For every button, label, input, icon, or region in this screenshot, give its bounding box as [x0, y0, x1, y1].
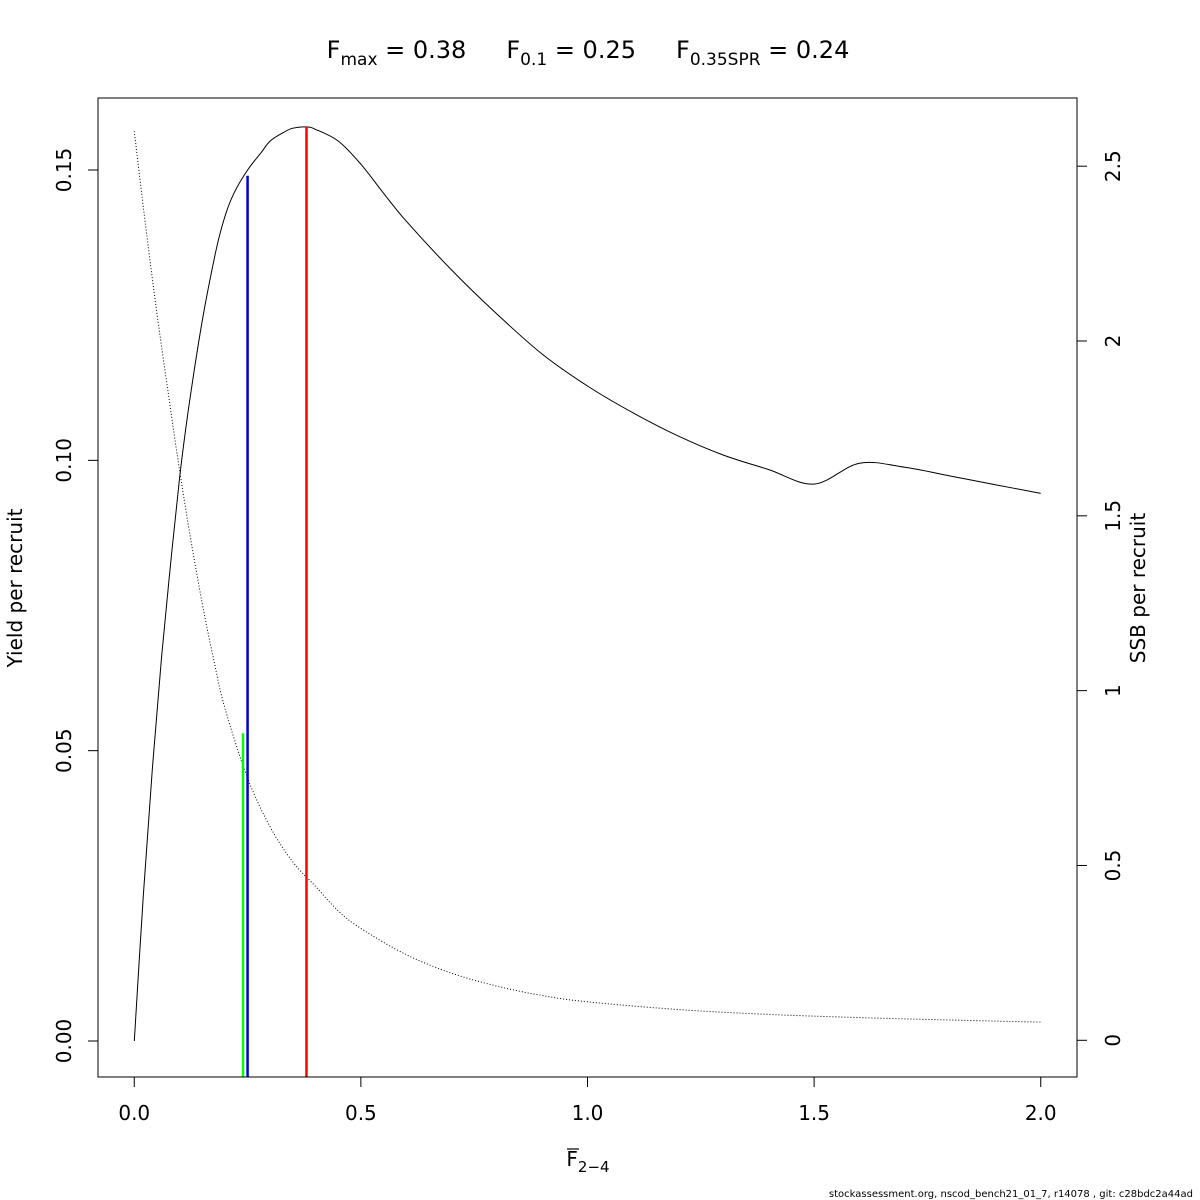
y-left-tick-label: 0.05 [52, 728, 76, 773]
chart-axes: 0.0 0.5 1.0 1.5 2.0 0.00 0.05 0.10 0.15 0 0.5 1 1.5 2… [52, 148, 1125, 1125]
f01-subscript: 0.1 [520, 50, 547, 70]
f01-value: = 0.25 [547, 36, 636, 64]
plot-frame [97, 97, 1078, 1078]
ssb-per-recruit-line [133, 131, 1041, 1023]
fspr-subscript: 0.35SPR [690, 50, 761, 70]
y-left-tick-label: 0.00 [52, 1019, 76, 1064]
x-tick-label: 1.5 [798, 1101, 830, 1125]
fmax-subscript: max [340, 50, 377, 70]
fspr-symbol: F [676, 36, 690, 64]
x-tick-label: 0.0 [118, 1101, 150, 1125]
chart-title: Fmax = 0.38 F0.1 = 0.25 F0.35SPR = 0.24 [327, 36, 850, 70]
y-left-tick-label: 0.10 [52, 438, 76, 483]
fmax-value: = 0.38 [378, 36, 467, 64]
footer-credit: stockassessment.org, nscod_bench21_01_7,… [829, 1189, 1193, 1200]
fmax-symbol: F [327, 36, 341, 64]
yield-per-recruit-line [133, 126, 1041, 1042]
y-right-tick-label: 2 [1101, 335, 1125, 348]
fspr-value: = 0.24 [761, 36, 850, 64]
y-axis-label-left: Yield per recruit [3, 508, 27, 668]
x-tick-label: 0.5 [345, 1101, 377, 1125]
x-axis-label-symbol: F [566, 1147, 578, 1171]
y-right-tick-label: 1 [1101, 684, 1125, 697]
x-axis-label: F2−4 [566, 1147, 609, 1176]
x-axis-label-subscript: 2−4 [578, 1158, 610, 1176]
y-right-tick-label: 1.5 [1101, 500, 1125, 532]
f01-symbol: F [506, 36, 520, 64]
x-tick-label: 2.0 [1025, 1101, 1057, 1125]
x-tick-label: 1.0 [572, 1101, 604, 1125]
y-axis-label-right: SSB per recruit [1126, 513, 1150, 664]
y-right-tick-label: 0.5 [1101, 850, 1125, 882]
y-right-tick-label: 2.5 [1101, 150, 1125, 182]
y-right-tick-label: 0 [1101, 1034, 1125, 1047]
y-left-tick-label: 0.15 [52, 148, 76, 193]
chart-marks [133, 126, 1041, 1077]
